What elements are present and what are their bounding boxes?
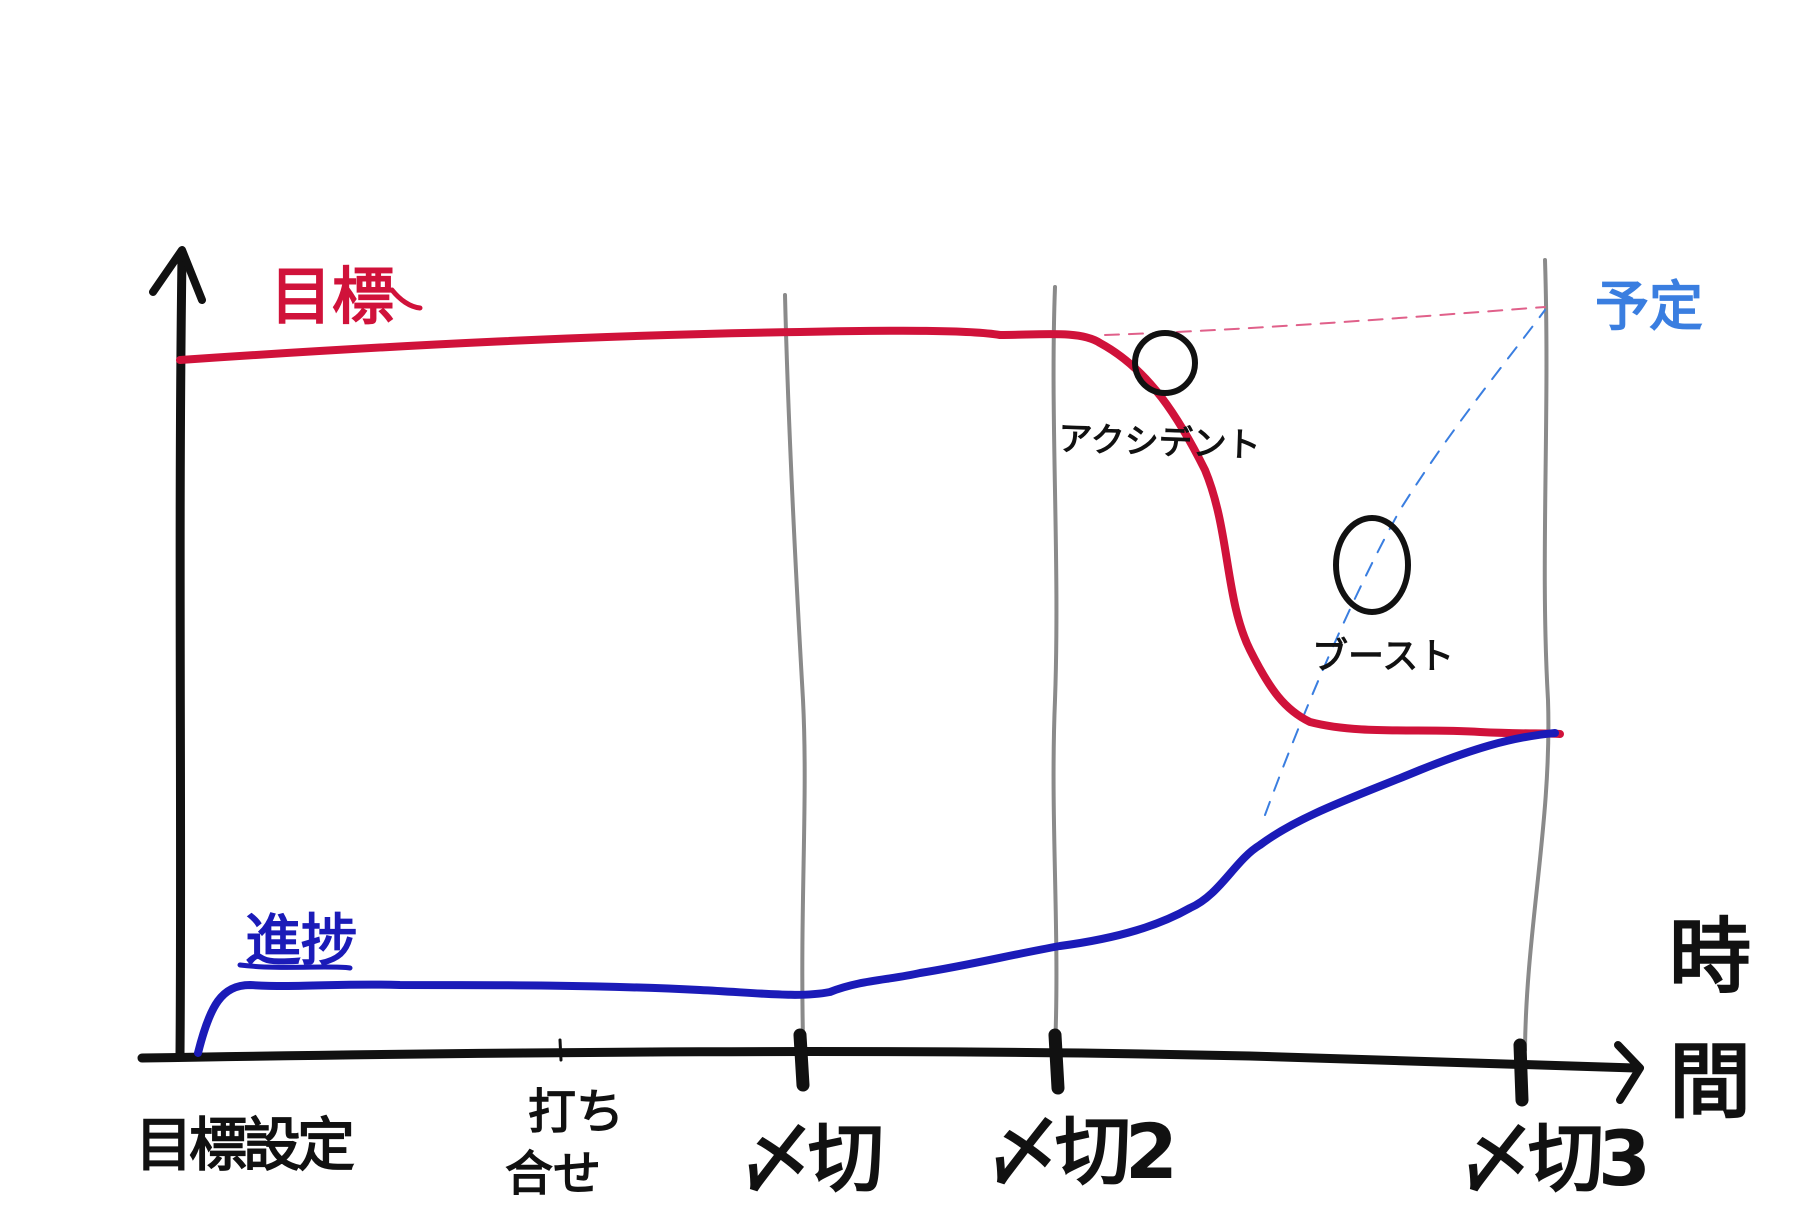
boost-label: ブースト	[1312, 635, 1454, 677]
accident-marker	[1132, 330, 1198, 396]
deadline-line-3	[1523, 258, 1551, 1052]
y-axis-arrowhead	[149, 246, 206, 304]
x-axis-arrowhead	[1614, 1041, 1644, 1104]
target-label: 目標	[270, 260, 394, 333]
milestone-label-deadline-2: 〆切2	[985, 1107, 1172, 1196]
milestone-label-deadline-3: 〆切3	[1458, 1114, 1645, 1200]
deadline-line-1	[783, 293, 807, 1042]
progress-curve	[194, 729, 1559, 1057]
y-axis	[175, 250, 187, 1060]
boost-marker	[1333, 515, 1411, 615]
time-axis-label-top: 時	[1669, 910, 1751, 1005]
milestone-label-meeting-bottom: 合せ	[505, 1146, 601, 1200]
milestone-label-meeting-top: 打ち	[528, 1084, 624, 1140]
milestone-label-deadline-1: 〆切	[738, 1114, 881, 1200]
plan-line-boost	[1264, 309, 1546, 816]
tick-deadline-2	[1048, 1028, 1065, 1095]
deadline-line-2	[1051, 285, 1059, 1052]
tick-deadline-1	[793, 1028, 810, 1092]
milestone-label-goal-setting: 目標設定	[135, 1111, 355, 1179]
progress-label: 進捗	[245, 909, 357, 974]
time-axis-label-bottom: 間	[1669, 1035, 1751, 1130]
tick-meeting	[558, 1038, 563, 1062]
tick-deadline-3	[1513, 1038, 1529, 1107]
accident-label: アクシデント	[1058, 419, 1262, 466]
plan-label: 予定	[1595, 275, 1703, 338]
x-axis	[137, 1047, 1640, 1073]
target-label-flourish	[389, 287, 423, 311]
progress-label-underline	[237, 962, 353, 971]
